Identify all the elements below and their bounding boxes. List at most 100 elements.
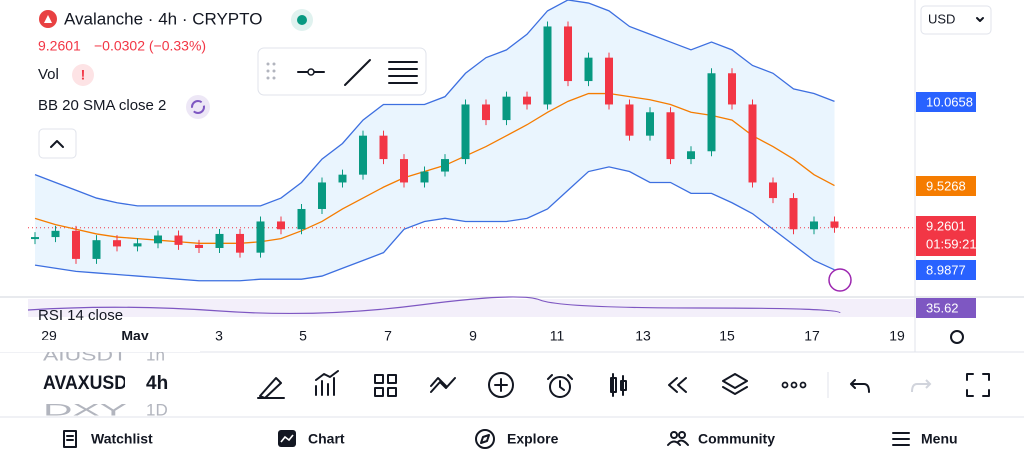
date-label: 7 (384, 328, 392, 344)
candle (359, 135, 367, 175)
date-label: 29 (41, 328, 57, 344)
candle (51, 230, 60, 238)
last-price: 9.2601 (38, 38, 81, 54)
more-icon[interactable] (781, 381, 807, 389)
symbol-clip (125, 370, 139, 400)
candle (502, 96, 511, 121)
bottom-toolbar (257, 370, 990, 399)
rsi-badge-label: 35.62 (926, 300, 959, 315)
candle (482, 104, 490, 121)
nav-tab[interactable]: Community (698, 431, 775, 447)
candle (400, 159, 408, 183)
drawing-toolbar (257, 47, 427, 96)
candle (72, 230, 80, 259)
candle (318, 182, 326, 209)
date-label: 5 (299, 328, 307, 344)
symbol-interval[interactable]: 4h (146, 373, 168, 394)
bb-label[interactable]: BB 20 SMA close 2 (38, 97, 166, 114)
symbol-name[interactable]: DXY (43, 400, 127, 419)
add-icon[interactable] (488, 372, 514, 398)
candle (748, 104, 757, 183)
warning-glyph: ! (81, 67, 86, 83)
templates-icon[interactable] (374, 374, 397, 397)
menu-icon (892, 432, 910, 446)
collapse-button[interactable] (38, 128, 77, 159)
indicators-icon[interactable] (315, 370, 339, 396)
fullscreen-icon[interactable] (966, 373, 990, 397)
symbol-title[interactable]: Avalanche · 4h · CRYPTO (64, 9, 262, 28)
draw-icon[interactable] (257, 377, 285, 399)
currency-select[interactable] (920, 5, 992, 35)
chart-icon-line (280, 434, 294, 443)
watchlist-icon (63, 430, 77, 448)
date-label: 13 (635, 328, 651, 344)
candle (441, 159, 449, 172)
candle (297, 208, 306, 230)
candle (810, 221, 818, 230)
bb-middle-line (34, 92, 835, 244)
drag-handle[interactable] (266, 62, 276, 80)
date-label: 19 (889, 328, 905, 344)
candle (543, 26, 552, 105)
date-label: May (121, 328, 148, 344)
candle (420, 171, 429, 183)
alert-icon[interactable] (547, 374, 573, 398)
bb-loading-glyph (191, 100, 205, 114)
last-badge (916, 216, 976, 256)
redo-icon[interactable] (911, 379, 932, 393)
nav-tab[interactable]: Watchlist (91, 431, 153, 447)
candle (379, 135, 388, 160)
candle (789, 198, 798, 230)
last-badge-label: 9.2601 (926, 218, 966, 233)
date-label: 11 (550, 328, 565, 344)
live-indicator[interactable] (828, 268, 852, 292)
fib-tool[interactable] (388, 61, 418, 84)
volume-label[interactable]: Vol (38, 66, 59, 83)
bb-upper-line (34, 0, 835, 207)
symbol-interval[interactable]: 1D (146, 400, 168, 419)
candle (236, 233, 244, 253)
rsi-label[interactable]: RSI 14 close (38, 307, 123, 324)
lower-badge-label: 8.9877 (926, 262, 966, 277)
rsi-badge (916, 298, 976, 318)
coin-glyph (44, 15, 52, 23)
tool-point (307, 68, 315, 76)
middle-badge-label: 9.5268 (926, 178, 966, 193)
undo-icon[interactable] (850, 379, 870, 393)
chart-pane: RSI 14 close 10.0658 9.5268 9.2601 01:59:21 8… (0, 0, 1024, 353)
collapse-glyph (50, 140, 64, 148)
candle (133, 243, 142, 247)
chart-type-icon[interactable] (610, 373, 627, 397)
nav-tab[interactable]: Explore (507, 431, 559, 447)
candle (195, 244, 203, 248)
market-dot (297, 15, 307, 25)
replay-icon[interactable] (668, 377, 687, 393)
candle (174, 235, 183, 245)
bb-loading[interactable] (186, 95, 210, 119)
candle (728, 73, 736, 105)
community-icon (667, 431, 689, 446)
volume-warning[interactable] (72, 64, 94, 86)
candle (584, 57, 593, 82)
date-label: 15 (719, 328, 735, 344)
nav-tab[interactable]: Menu (921, 431, 958, 447)
candle (461, 104, 470, 160)
select-caret (976, 17, 984, 22)
date-label: 9 (469, 328, 477, 344)
candle (769, 182, 777, 199)
axis-settings[interactable] (950, 330, 964, 344)
upper-badge (916, 92, 976, 112)
symbol-name[interactable]: AVAXUSD (43, 373, 127, 394)
candle (256, 221, 265, 253)
trend-line-tool[interactable] (344, 59, 371, 86)
candle (687, 151, 695, 160)
date-label: 17 (804, 328, 820, 344)
countdown-label: 01:59:21 (926, 236, 977, 251)
lower-badge (916, 260, 976, 280)
band-fill (35, 0, 835, 281)
layers-icon[interactable] (722, 373, 748, 395)
compare-icon[interactable] (430, 377, 456, 393)
nav-tab[interactable]: Chart (308, 431, 345, 447)
date-label: 3 (215, 328, 223, 344)
candle (830, 221, 839, 228)
